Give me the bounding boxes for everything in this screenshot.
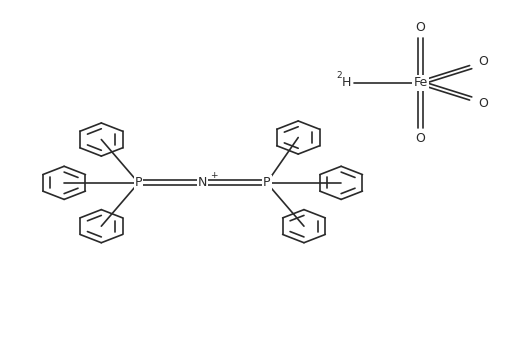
Text: O: O <box>479 56 488 68</box>
Text: N: N <box>198 176 207 189</box>
Text: +: + <box>210 171 217 180</box>
Text: O: O <box>416 21 426 34</box>
Text: O: O <box>416 131 426 145</box>
Text: H: H <box>342 76 351 89</box>
Text: P: P <box>263 176 270 189</box>
Text: 2: 2 <box>337 71 342 80</box>
Text: P: P <box>135 176 142 189</box>
Text: Fe: Fe <box>413 76 428 89</box>
Text: O: O <box>479 97 488 110</box>
